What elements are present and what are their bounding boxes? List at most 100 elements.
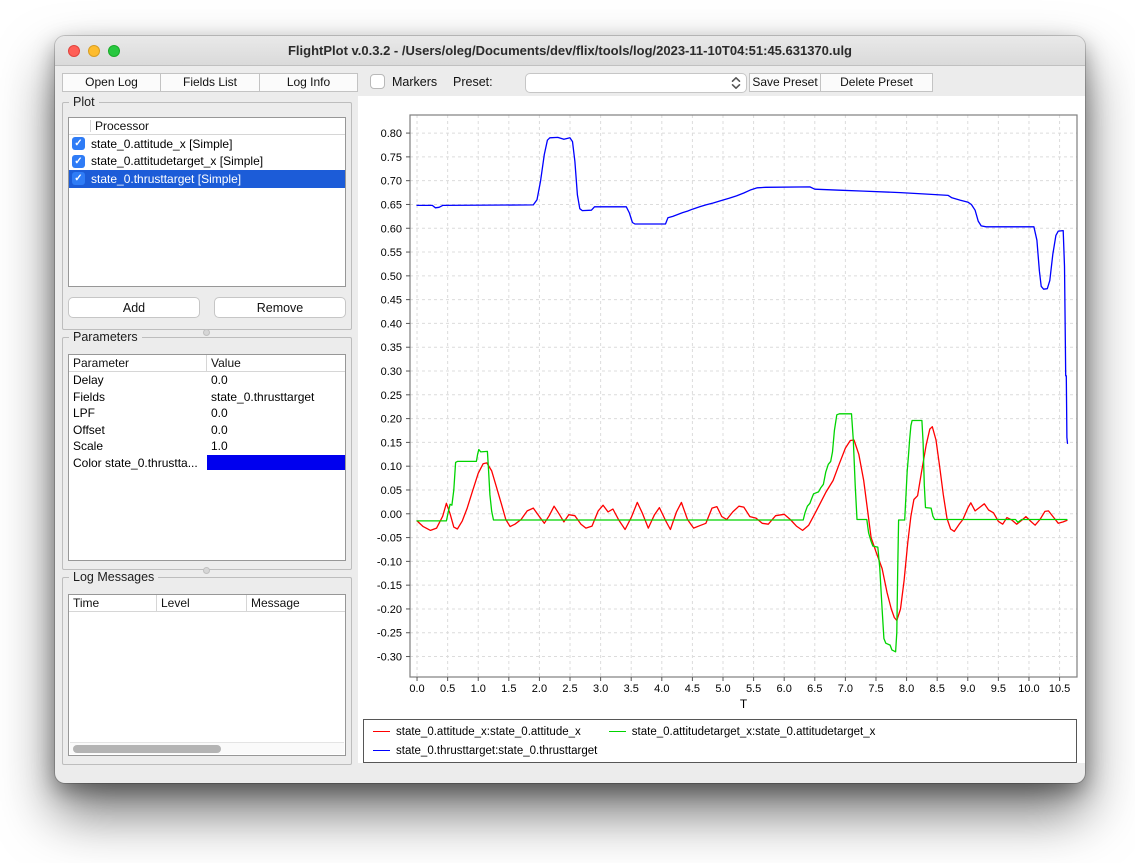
fields-list-button[interactable]: Fields List xyxy=(160,73,260,92)
parameter-row[interactable]: Delay 0.0 xyxy=(69,372,345,389)
legend-label: state_0.attitudetarget_x:state_0.attitud… xyxy=(631,725,876,738)
x-tick-label: 7.5 xyxy=(868,683,883,695)
save-preset-button[interactable]: Save Preset xyxy=(749,73,821,92)
x-tick-label: 2.5 xyxy=(562,683,577,695)
chart-legend: state_0.attitude_x:state_0.attitude_x sta… xyxy=(363,719,1077,763)
splitter-handle[interactable] xyxy=(203,567,210,574)
y-tick-label: 0.00 xyxy=(381,509,402,521)
y-tick-label: -0.25 xyxy=(377,628,402,640)
y-tick-label: 0.45 xyxy=(381,295,402,307)
processor-checkbox[interactable]: ✓ xyxy=(72,137,85,151)
x-tick-label: 3.0 xyxy=(593,683,608,695)
processor-list-header[interactable]: Processor xyxy=(69,118,345,135)
processor-row[interactable]: ✓ state_0.attitudetarget_x [Simple] xyxy=(69,153,345,171)
parameter-row[interactable]: Fields state_0.thrusttarget xyxy=(69,389,345,406)
x-tick-label: 8.0 xyxy=(899,683,914,695)
title-bar[interactable]: FlightPlot v.0.3.2 - /Users/oleg/Documen… xyxy=(55,36,1085,66)
log-messages-panel-title: Log Messages xyxy=(69,570,159,584)
parameter-color-swatch xyxy=(207,455,345,471)
parameter-row[interactable]: Offset 0.0 xyxy=(69,422,345,439)
y-tick-label: 0.10 xyxy=(381,461,402,473)
chart-panel: 0.0 0.5 1.0 1.5 2.0 2.5 3.0 3.5 4.0 4.5 5.0 5.5 6.0 6… xyxy=(358,96,1085,763)
x-tick-label: 5.0 xyxy=(715,683,730,695)
series-state_0.attitudetarget_x xyxy=(416,413,1068,653)
y-tick-label: 0.25 xyxy=(381,390,402,402)
delete-preset-button[interactable]: Delete Preset xyxy=(820,73,933,92)
y-tick-label: 0.75 xyxy=(381,152,402,164)
y-tick-label: 0.50 xyxy=(381,271,402,283)
parameter-row[interactable]: Scale 1.0 xyxy=(69,438,345,455)
preset-combobox[interactable] xyxy=(525,73,747,93)
open-log-button[interactable]: Open Log xyxy=(62,73,161,92)
remove-button[interactable]: Remove xyxy=(214,297,346,318)
splitter-handle[interactable] xyxy=(203,329,210,336)
parameter-name: Color state_0.thrustta... xyxy=(73,455,198,470)
log-messages-table[interactable]: Time Level Message xyxy=(68,594,346,756)
parameters-table[interactable]: Parameter Value Delay 0.0 Fields state_0.th… xyxy=(68,354,346,561)
markers-checkbox[interactable] xyxy=(370,74,385,89)
plot-border xyxy=(409,114,1078,678)
scrollbar-thumb[interactable] xyxy=(73,745,221,753)
y-tick-label: -0.05 xyxy=(377,533,402,545)
combo-stepper-icon xyxy=(728,75,744,91)
parameter-name: LPF xyxy=(73,406,96,421)
traffic-lights xyxy=(68,45,120,57)
x-tick-label: 1.5 xyxy=(501,683,516,695)
parameter-value: 0.0 xyxy=(211,373,228,388)
y-tick-label: 0.15 xyxy=(381,437,402,449)
series-state_0.thrusttarget xyxy=(416,136,1069,444)
parameters-col-value[interactable]: Value xyxy=(211,356,241,370)
horizontal-scrollbar[interactable] xyxy=(70,742,344,754)
color-swatch[interactable] xyxy=(207,455,345,471)
processor-row[interactable]: ✓ state_0.attitude_x [Simple] xyxy=(69,135,345,153)
processor-row[interactable]: ✓ state_0.thrusttarget [Simple] xyxy=(69,170,345,188)
legend-line-icon xyxy=(373,731,390,732)
parameter-name: Scale xyxy=(73,439,104,454)
parameter-value: 0.0 xyxy=(211,422,228,437)
x-tick-label: 3.5 xyxy=(624,683,639,695)
y-tick-label: 0.20 xyxy=(381,414,402,426)
plot-panel-title: Plot xyxy=(69,95,99,109)
y-tick-label: 0.70 xyxy=(381,176,402,188)
parameter-row[interactable]: LPF 0.0 xyxy=(69,405,345,422)
parameter-name: Offset xyxy=(73,422,105,437)
log-messages-panel: Log Messages Time Level Message xyxy=(62,570,352,765)
x-tick-label: 6.5 xyxy=(807,683,822,695)
plot-chart[interactable]: 0.0 0.5 1.0 1.5 2.0 2.5 3.0 3.5 4.0 4.5 5.0 5.5 6.0 6… xyxy=(360,98,1078,714)
legend-line-icon xyxy=(373,750,390,751)
y-tick-label: -0.10 xyxy=(377,556,402,568)
minimize-window-button[interactable] xyxy=(88,45,100,57)
x-tick-label: 8.5 xyxy=(930,683,945,695)
processor-label: state_0.attitudetarget_x [Simple] xyxy=(91,154,264,169)
processor-checkbox[interactable]: ✓ xyxy=(72,172,85,186)
y-tick-label: -0.15 xyxy=(377,580,402,592)
x-tick-label: 2.0 xyxy=(532,683,547,695)
parameter-row[interactable]: Color state_0.thrustta... xyxy=(69,455,345,472)
y-tick-label: 0.55 xyxy=(381,247,402,259)
close-window-button[interactable] xyxy=(68,45,80,57)
parameter-name: Fields xyxy=(73,389,106,404)
log-col-time[interactable]: Time xyxy=(69,595,157,611)
x-tick-label: 0.0 xyxy=(409,683,424,695)
x-tick-label: 4.5 xyxy=(685,683,700,695)
processor-label: state_0.attitude_x [Simple] xyxy=(91,136,233,151)
legend-item: state_0.attitudetarget_x:state_0.attitud… xyxy=(608,722,876,741)
parameters-col-parameter[interactable]: Parameter xyxy=(69,355,207,371)
processor-checkbox[interactable]: ✓ xyxy=(72,154,85,168)
parameter-name: Delay xyxy=(73,373,104,388)
parameter-value: 1.0 xyxy=(211,439,228,454)
plot-panel: Plot Processor ✓ state_0.attitude_x [Simp… xyxy=(62,95,352,330)
parameter-value: 0.0 xyxy=(211,406,228,421)
parameters-panel: Parameters Parameter Value Delay 0.0 Field… xyxy=(62,330,352,570)
x-tick-label: 9.0 xyxy=(960,683,975,695)
x-tick-label: 10.0 xyxy=(1018,683,1039,695)
log-info-button[interactable]: Log Info xyxy=(259,73,358,92)
processor-label: state_0.thrusttarget [Simple] xyxy=(91,171,242,186)
processor-list[interactable]: Processor ✓ state_0.attitude_x [Simple] ✓ s… xyxy=(68,117,346,287)
zoom-window-button[interactable] xyxy=(108,45,120,57)
parameters-panel-title: Parameters xyxy=(69,330,142,344)
log-col-message[interactable]: Message xyxy=(251,596,300,610)
x-tick-label: 1.0 xyxy=(471,683,486,695)
log-col-level[interactable]: Level xyxy=(157,595,247,611)
add-button[interactable]: Add xyxy=(68,297,200,318)
